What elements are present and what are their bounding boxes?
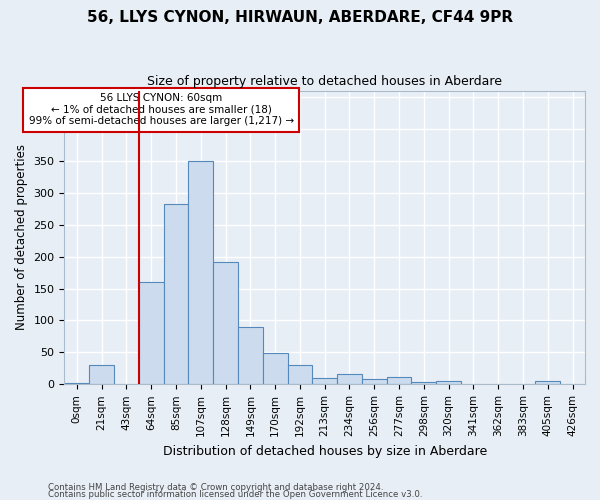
X-axis label: Distribution of detached houses by size in Aberdare: Distribution of detached houses by size … bbox=[163, 444, 487, 458]
Bar bbox=[337, 374, 362, 384]
Bar bbox=[89, 365, 114, 384]
Bar bbox=[164, 204, 188, 384]
Bar bbox=[139, 282, 164, 384]
Bar bbox=[535, 381, 560, 384]
Text: Contains public sector information licensed under the Open Government Licence v3: Contains public sector information licen… bbox=[48, 490, 422, 499]
Bar bbox=[263, 353, 287, 384]
Bar bbox=[313, 378, 337, 384]
Bar bbox=[213, 262, 238, 384]
Bar bbox=[287, 365, 313, 384]
Bar bbox=[362, 379, 386, 384]
Y-axis label: Number of detached properties: Number of detached properties bbox=[15, 144, 28, 330]
Bar bbox=[64, 383, 89, 384]
Bar bbox=[436, 381, 461, 384]
Bar bbox=[412, 382, 436, 384]
Text: 56, LLYS CYNON, HIRWAUN, ABERDARE, CF44 9PR: 56, LLYS CYNON, HIRWAUN, ABERDARE, CF44 … bbox=[87, 10, 513, 25]
Bar bbox=[238, 327, 263, 384]
Title: Size of property relative to detached houses in Aberdare: Size of property relative to detached ho… bbox=[147, 75, 502, 88]
Text: 56 LLYS CYNON: 60sqm
← 1% of detached houses are smaller (18)
99% of semi-detach: 56 LLYS CYNON: 60sqm ← 1% of detached ho… bbox=[29, 93, 293, 126]
Bar bbox=[386, 378, 412, 384]
Text: Contains HM Land Registry data © Crown copyright and database right 2024.: Contains HM Land Registry data © Crown c… bbox=[48, 484, 383, 492]
Bar bbox=[188, 161, 213, 384]
